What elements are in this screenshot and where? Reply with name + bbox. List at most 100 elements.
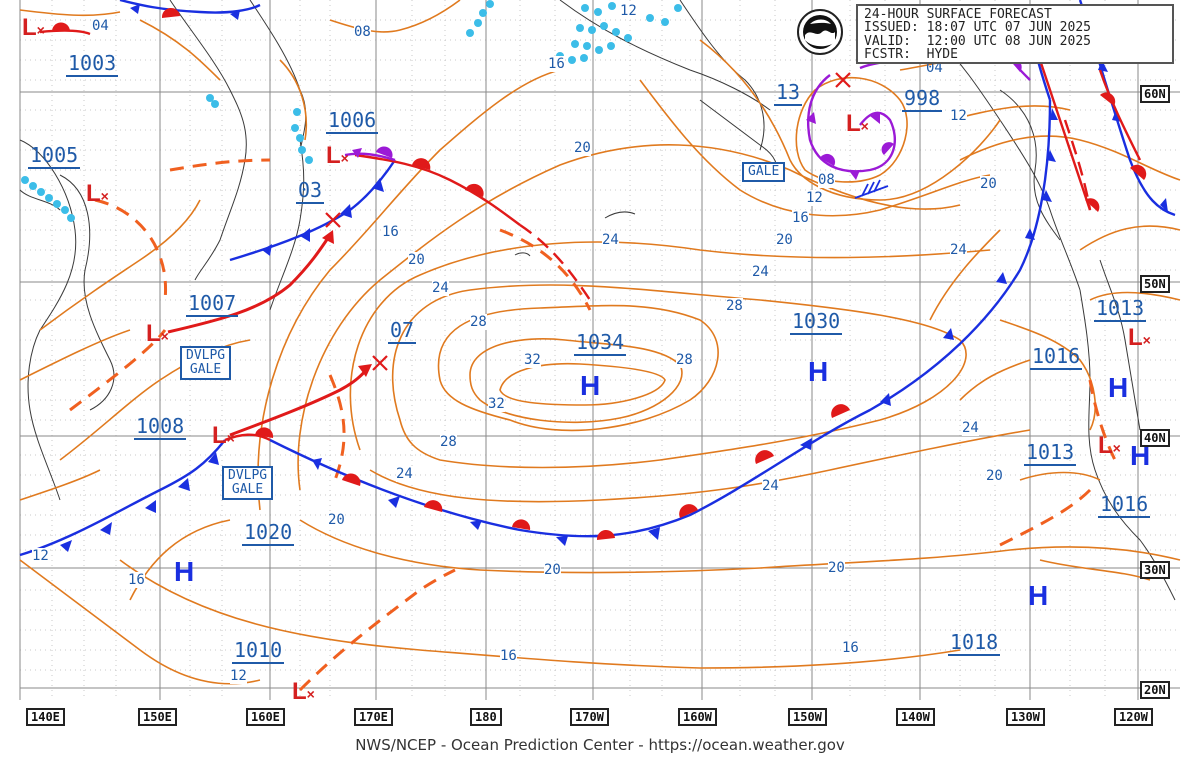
pressure-label: 1013 (1024, 440, 1077, 466)
isobar-label: 16 (792, 210, 809, 226)
pressure-label: 13 (774, 80, 803, 106)
isobar-label: 28 (726, 298, 743, 314)
high-center: H (808, 356, 829, 387)
isobar-label: 16 (382, 224, 399, 240)
isobar-label: 16 (128, 572, 145, 588)
isobar-label: 08 (818, 172, 835, 188)
low-center: L× (146, 320, 169, 347)
storm-tracks (167, 234, 370, 437)
low-letter: L (326, 142, 341, 169)
noaa-logo (796, 8, 844, 56)
isobar-label: 28 (676, 352, 693, 368)
isobar-label: 24 (602, 232, 619, 248)
pressure-label: 1013 (1094, 296, 1147, 322)
isobar-label: 28 (440, 434, 457, 450)
low-letter: L (1128, 324, 1143, 351)
pressure-label: 1003 (66, 51, 119, 77)
low-center: L× (212, 422, 235, 449)
low-letter: L (212, 422, 227, 449)
warning-line: GALE (748, 164, 780, 179)
lat-label: 50N (1140, 275, 1170, 293)
low-letter: L (846, 110, 861, 137)
valid-line: VALID: 12:00 UTC 08 JUN 2025 (864, 33, 1091, 49)
pressure-label: 04 (926, 60, 943, 76)
isobars (19, 0, 1181, 685)
isobar-label: 24 (396, 466, 413, 482)
lon-label: 140W (896, 708, 935, 726)
high-center: H (580, 370, 601, 401)
isobar-label: 12 (806, 190, 823, 206)
warning-box: DVLPG GALE (180, 346, 232, 380)
isobar-label: 20 (986, 468, 1003, 484)
lon-label: 180 (470, 708, 502, 726)
low-center: L× (22, 14, 45, 41)
isobar-label: 24 (950, 242, 967, 258)
high-center: H (1130, 440, 1151, 471)
issued-line: ISSUED: 18:07 UTC 07 JUN 2025 (864, 20, 1091, 36)
isobar-label: 24 (432, 280, 449, 296)
pressure-label: 1006 (326, 108, 379, 134)
lon-label: 150W (788, 708, 827, 726)
pressure-label: 998 (902, 86, 943, 112)
high-center: H (1108, 372, 1129, 403)
pressure-label: 1016 (1030, 344, 1083, 370)
isobar-label: 16 (500, 648, 517, 664)
cold-front-barbs (60, 4, 1168, 552)
low-center: L× (86, 180, 109, 207)
isobar-label: 32 (524, 352, 541, 368)
lon-label: 130W (1006, 708, 1045, 726)
isobar-label: 20 (328, 512, 345, 528)
isobar-label: 16 (548, 56, 565, 72)
occluded-markers (352, 59, 1022, 180)
pressure-label: 1007 (186, 291, 239, 317)
main-grid (19, 0, 1180, 700)
warning-line: DVLPG (186, 348, 226, 363)
lon-label: 170W (570, 708, 609, 726)
low-center: L× (1098, 432, 1121, 459)
track-arrowheads (322, 230, 372, 377)
wind-barb (854, 179, 889, 199)
noaa-logo-icon (797, 9, 843, 55)
lon-label: 140E (26, 708, 65, 726)
pressure-label: 1008 (134, 414, 187, 440)
isobar-label: 32 (488, 396, 505, 412)
isobar-label: 20 (408, 252, 425, 268)
weather-map (19, 0, 1181, 700)
warning-line: DVLPG (228, 468, 268, 483)
isobar-label: 24 (762, 478, 779, 494)
isobar-label: 20 (980, 176, 997, 192)
lat-label: 30N (1140, 561, 1170, 579)
low-letter: L (86, 180, 101, 207)
low-letter: L (1098, 432, 1113, 459)
troughs (69, 158, 1117, 692)
isobar-label: 12 (950, 108, 967, 124)
warning-line: GALE (231, 482, 264, 497)
pressure-label: 1020 (242, 520, 295, 546)
isobar-label: 24 (752, 264, 769, 280)
footer-credit: NWS/NCEP - Ocean Prediction Center - htt… (355, 736, 845, 754)
pressure-label: 03 (296, 178, 325, 204)
isobar-label: 20 (574, 140, 591, 156)
low-center: L× (846, 110, 869, 137)
low-center: L× (1128, 324, 1151, 351)
pressure-label: 1010 (232, 638, 285, 664)
pressure-label: 1016 (1098, 492, 1151, 518)
isobar-label: 04 (92, 18, 109, 34)
sea-ice (21, 0, 682, 222)
title-line: 24-HOUR SURFACE FORECAST (864, 7, 1052, 22)
track-x-markers (325, 72, 851, 371)
dashed-fronts (519, 119, 1092, 301)
lat-label: 40N (1140, 429, 1170, 447)
high-center: H (174, 556, 195, 587)
lon-label: 160W (678, 708, 717, 726)
low-letter: L (22, 14, 37, 41)
high-center: H (1028, 580, 1049, 611)
isobar-label: 12 (230, 668, 247, 684)
pressure-label: 1030 (790, 309, 843, 335)
forecast-title-box: 24-HOUR SURFACE FORECAST ISSUED: 18:07 U… (856, 4, 1174, 64)
pressure-label: 1034 (574, 330, 627, 356)
isobar-label: 20 (828, 560, 845, 576)
lon-label: 150E (138, 708, 177, 726)
pressure-label: 07 (388, 318, 417, 344)
isobar-label: 20 (776, 232, 793, 248)
